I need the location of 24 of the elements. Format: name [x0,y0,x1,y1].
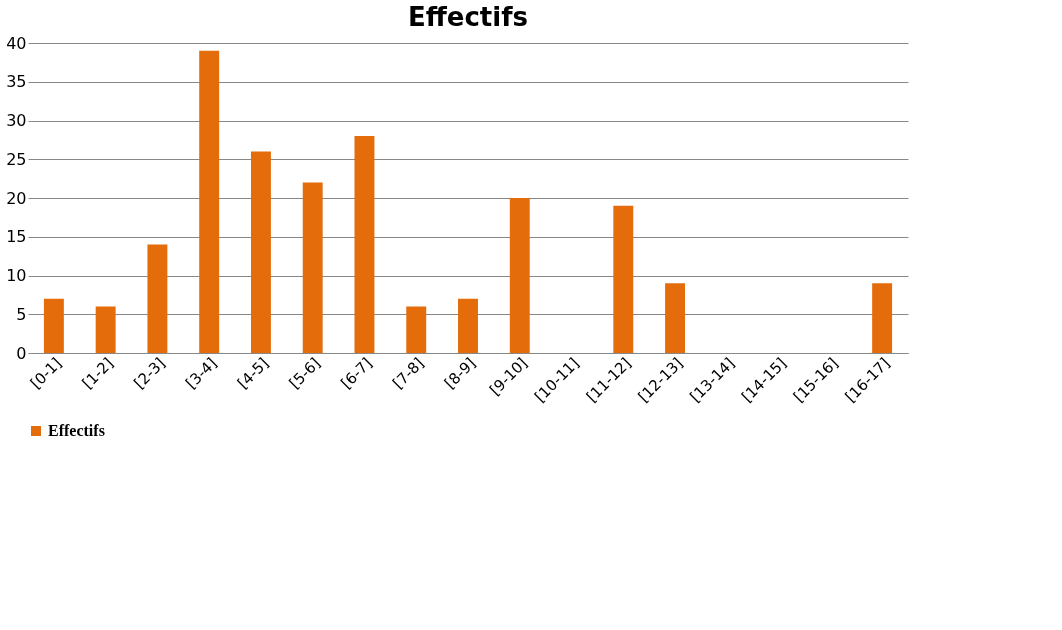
bar [199,50,220,353]
y-tick-label: 0 [16,343,27,363]
bar [250,151,271,353]
y-tick-label: 35 [6,72,27,92]
legend-label: Effectifs [48,422,105,439]
bar [302,182,323,353]
bar [406,306,427,353]
bar [95,306,116,353]
bar [43,298,64,353]
y-tick-label: 10 [6,266,27,285]
bar [354,136,375,353]
chart-title: Effectifs [408,2,528,32]
y-tick-label: 15 [6,227,27,247]
y-tick-label: 5 [16,304,27,324]
bar [613,205,634,353]
bar [147,244,168,353]
bar [509,198,530,353]
bar [458,298,478,353]
bar [665,283,686,353]
bar [872,283,893,353]
y-tick-label: 40 [6,33,27,53]
y-tick-label: 30 [6,111,27,130]
y-tick-label: 25 [6,149,27,169]
y-tick-label: 20 [6,188,27,208]
